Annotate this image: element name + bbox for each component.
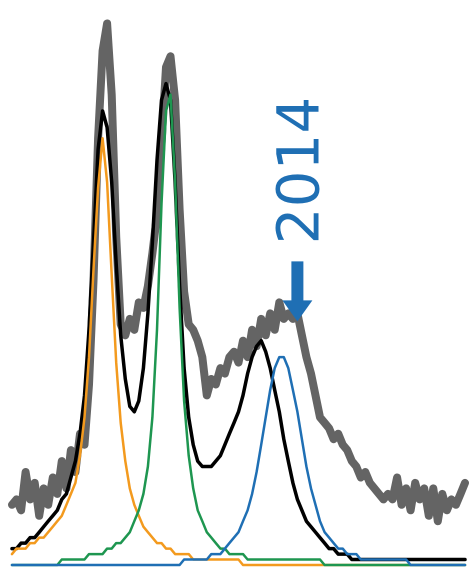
annotation-layer: 2014: [264, 97, 332, 322]
series-line-data: [8, 19, 469, 526]
series-line-peak-3: [10, 355, 467, 567]
series-layer: [8, 19, 469, 567]
series-line-peak-2: [10, 93, 467, 567]
annotation-arrow: [282, 261, 313, 322]
annotation-label: 2014: [264, 97, 332, 245]
